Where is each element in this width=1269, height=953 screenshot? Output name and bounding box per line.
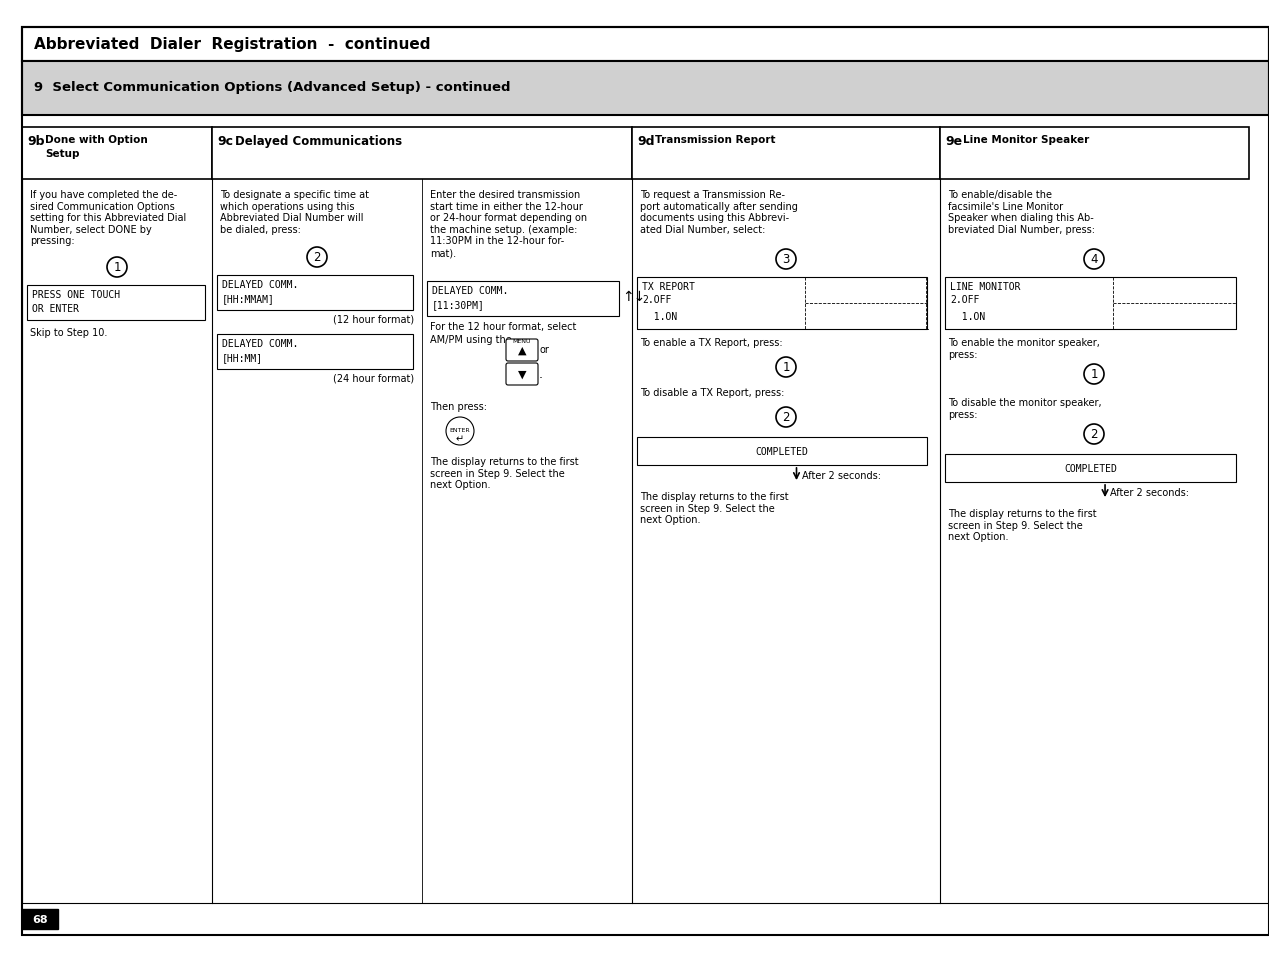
Text: To designate a specific time at
which operations using this
Abbreviated Dial Num: To designate a specific time at which op… xyxy=(220,190,369,234)
Text: [HH:MM]: [HH:MM] xyxy=(222,353,263,363)
Text: Then press:: Then press: xyxy=(430,401,487,412)
Bar xyxy=(22,28,1269,62)
Text: ↵: ↵ xyxy=(456,434,464,443)
Text: 9  Select Communication Options (Advanced Setup) - continued: 9 Select Communication Options (Advanced… xyxy=(34,81,510,94)
Text: Enter the desired transmission
start time in either the 12-hour
or 24-hour forma: Enter the desired transmission start tim… xyxy=(430,190,588,257)
Text: 2.OFF: 2.OFF xyxy=(950,294,980,305)
Bar xyxy=(632,128,940,180)
Text: To request a Transmission Re-
port automatically after sending
documents using t: To request a Transmission Re- port autom… xyxy=(640,190,798,234)
Text: Setup: Setup xyxy=(44,149,80,159)
Bar xyxy=(426,282,619,316)
Text: 9e: 9e xyxy=(945,135,962,148)
Text: To enable/disable the
facsimile's Line Monitor
Speaker when dialing this Ab-
bre: To enable/disable the facsimile's Line M… xyxy=(948,190,1095,234)
Text: COMPLETED: COMPLETED xyxy=(755,447,808,456)
Bar xyxy=(217,335,412,370)
Bar xyxy=(637,437,926,465)
Text: Line Monitor Speaker: Line Monitor Speaker xyxy=(963,135,1089,145)
Bar xyxy=(637,277,926,330)
Bar xyxy=(217,275,412,311)
Bar xyxy=(22,909,58,929)
Text: 2: 2 xyxy=(1090,428,1098,441)
Text: ▼: ▼ xyxy=(518,370,527,379)
Text: AM/PM using the: AM/PM using the xyxy=(430,335,511,345)
Text: After 2 seconds:: After 2 seconds: xyxy=(802,471,881,480)
Text: ▲: ▲ xyxy=(518,346,527,355)
Text: 1.ON: 1.ON xyxy=(642,312,678,322)
Text: Delayed Communications: Delayed Communications xyxy=(235,135,402,148)
Text: The display returns to the first
screen in Step 9. Select the
next Option.: The display returns to the first screen … xyxy=(430,456,579,490)
Text: .: . xyxy=(539,368,543,381)
Text: For the 12 hour format, select: For the 12 hour format, select xyxy=(430,322,576,332)
Text: To enable the monitor speaker,
press:: To enable the monitor speaker, press: xyxy=(948,337,1100,359)
Bar xyxy=(945,277,1236,330)
Bar xyxy=(27,286,206,320)
Text: 2: 2 xyxy=(782,411,789,424)
Text: TX REPORT: TX REPORT xyxy=(642,282,695,292)
Text: To disable the monitor speaker,
press:: To disable the monitor speaker, press: xyxy=(948,397,1101,419)
Text: 1: 1 xyxy=(1090,368,1098,381)
Text: 9b: 9b xyxy=(27,135,44,148)
Text: To enable a TX Report, press:: To enable a TX Report, press: xyxy=(640,337,783,348)
Text: DELAYED COMM.: DELAYED COMM. xyxy=(222,338,298,349)
Text: 2: 2 xyxy=(313,252,321,264)
Text: (24 hour format): (24 hour format) xyxy=(332,374,414,384)
Text: The display returns to the first
screen in Step 9. Select the
next Option.: The display returns to the first screen … xyxy=(640,492,788,525)
Text: To disable a TX Report, press:: To disable a TX Report, press: xyxy=(640,388,784,397)
Text: OR ENTER: OR ENTER xyxy=(32,304,79,314)
Text: (12 hour format): (12 hour format) xyxy=(332,314,414,325)
Bar xyxy=(945,455,1236,482)
Text: 1: 1 xyxy=(113,261,121,274)
Text: Done with Option: Done with Option xyxy=(44,135,147,145)
Bar xyxy=(212,128,632,180)
Text: 9c: 9c xyxy=(217,135,233,148)
FancyBboxPatch shape xyxy=(506,339,538,361)
Text: Transmission Report: Transmission Report xyxy=(655,135,775,145)
Text: If you have completed the de-
sired Communication Options
setting for this Abbre: If you have completed the de- sired Comm… xyxy=(30,190,187,246)
Text: 1.ON: 1.ON xyxy=(950,312,985,322)
Text: DELAYED COMM.: DELAYED COMM. xyxy=(431,286,509,295)
Text: 3: 3 xyxy=(782,253,789,266)
Text: PRESS ONE TOUCH: PRESS ONE TOUCH xyxy=(32,290,121,299)
Text: ENTER: ENTER xyxy=(449,428,471,433)
Text: COMPLETED: COMPLETED xyxy=(1065,463,1117,474)
Text: Skip to Step 10.: Skip to Step 10. xyxy=(30,328,108,337)
Bar xyxy=(940,128,1249,180)
Bar xyxy=(22,62,1269,116)
Text: ↑↓: ↑↓ xyxy=(622,290,645,304)
Text: 9d: 9d xyxy=(637,135,655,148)
Text: 1: 1 xyxy=(782,361,789,375)
Text: [11:30PM]: [11:30PM] xyxy=(431,299,485,310)
Bar xyxy=(22,128,212,180)
Text: LINE MONITOR: LINE MONITOR xyxy=(950,282,1020,292)
Text: 68: 68 xyxy=(32,914,48,924)
FancyBboxPatch shape xyxy=(506,364,538,386)
Text: [HH:MMAM]: [HH:MMAM] xyxy=(222,294,275,304)
Text: 4: 4 xyxy=(1090,253,1098,266)
Text: The display returns to the first
screen in Step 9. Select the
next Option.: The display returns to the first screen … xyxy=(948,509,1096,541)
Text: After 2 seconds:: After 2 seconds: xyxy=(1110,488,1189,497)
Text: DELAYED COMM.: DELAYED COMM. xyxy=(222,280,298,290)
Text: Abbreviated  Dialer  Registration  -  continued: Abbreviated Dialer Registration - contin… xyxy=(34,36,430,51)
Text: MENU: MENU xyxy=(513,338,532,344)
Text: or: or xyxy=(541,345,549,355)
Text: 2.OFF: 2.OFF xyxy=(642,294,671,305)
